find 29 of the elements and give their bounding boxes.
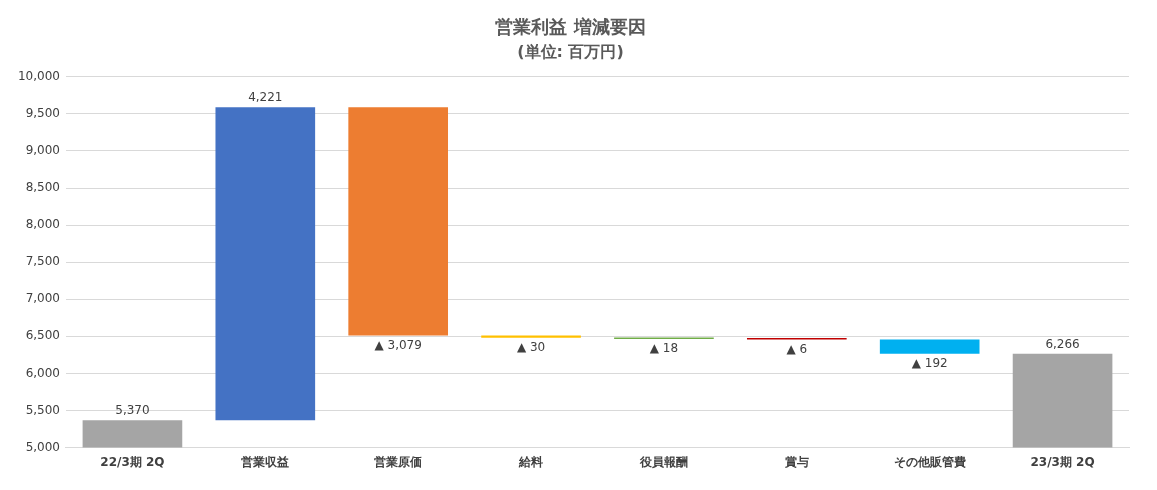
x-tick-label: 23/3期 2Q (1030, 454, 1095, 469)
data-label: ▲ 6 (786, 341, 808, 356)
y-tick-label: 10,000 (17, 68, 60, 83)
chart-subtitle: (単位: 百万円) (517, 42, 624, 62)
data-label: ▲ 192 (911, 355, 948, 370)
x-tick-label: 給料 (518, 454, 544, 469)
y-tick-label: 5,500 (25, 402, 60, 417)
data-label: 5,370 (115, 403, 150, 418)
data-label: ▲ 18 (649, 341, 679, 356)
x-tick-label: 賞与 (784, 454, 809, 469)
data-label: ▲ 30 (516, 339, 546, 354)
x-tick-label: 役員報酬 (638, 454, 688, 469)
y-tick-label: 8,000 (25, 217, 60, 232)
data-label: 4,221 (248, 90, 283, 105)
x-tick-label: 営業原価 (374, 454, 423, 469)
x-tick-label: 営業収益 (241, 454, 290, 469)
chart-title: 営業利益 増減要因 (495, 16, 646, 38)
y-tick-label: 6,500 (25, 328, 60, 343)
y-tick-label: 6,000 (25, 365, 60, 380)
y-tick-label: 7,000 (25, 291, 60, 306)
data-label: ▲ 3,079 (374, 337, 422, 352)
x-tick-label: 22/3期 2Q (100, 454, 165, 469)
data-label: 6,266 (1045, 336, 1080, 351)
y-tick-label: 9,500 (25, 106, 60, 120)
y-tick-label: 7,500 (25, 254, 60, 269)
y-tick-label: 9,000 (25, 143, 60, 158)
y-tick-label: 5,000 (25, 439, 60, 454)
x-tick-label: その他販管費 (893, 454, 966, 469)
y-tick-label: 8,500 (25, 180, 60, 195)
